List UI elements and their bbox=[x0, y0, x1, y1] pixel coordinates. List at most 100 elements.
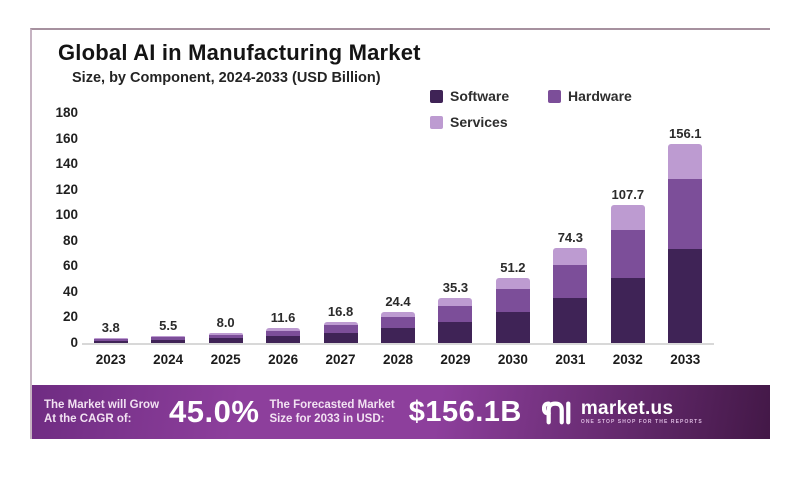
bar-segment-hardware bbox=[93, 339, 128, 341]
bar-group: 3.8 bbox=[82, 320, 139, 343]
bars: 3.8 5.5 8.0 11.6 16.8 24.4 35.3 51.2 74.3 107.7 15… bbox=[82, 113, 714, 343]
chart-card: Global AI in Manufacturing Market Size, … bbox=[30, 28, 770, 439]
bar-segment-software bbox=[438, 321, 473, 343]
bar-segment-software bbox=[151, 339, 186, 343]
brand-name: market.us bbox=[580, 398, 674, 419]
bar-group: 8.0 bbox=[197, 315, 254, 343]
bar-segment-services bbox=[438, 297, 473, 306]
bar-group: 156.1 bbox=[657, 126, 714, 343]
bar-segment-services bbox=[610, 205, 645, 230]
chart-subtitle: Size, by Component, 2024-2033 (USD Billi… bbox=[72, 70, 381, 86]
cagr-label-line2: At the CAGR of: bbox=[44, 413, 132, 425]
x-tick-label: 2031 bbox=[555, 352, 586, 367]
bar-group: 5.5 bbox=[139, 318, 196, 343]
y-tick-label: 120 bbox=[55, 181, 78, 197]
legend: Software Hardware Services bbox=[430, 88, 690, 130]
stacked-bar bbox=[668, 143, 703, 343]
software-swatch-icon bbox=[430, 89, 443, 103]
y-tick-label: 60 bbox=[62, 258, 78, 274]
hardware-swatch-icon bbox=[548, 89, 561, 103]
legend-item-software: Software bbox=[430, 88, 548, 104]
stacked-bar bbox=[495, 277, 530, 343]
bar-segment-software bbox=[208, 338, 243, 343]
y-tick-label: 80 bbox=[62, 232, 78, 248]
legend-item-services: Services bbox=[430, 114, 548, 130]
bar-value-label: 51.2 bbox=[500, 259, 526, 275]
bar-segment-hardware bbox=[438, 305, 473, 322]
cagr-label-line1: The Market will Grow bbox=[44, 398, 160, 411]
market-us-logo-icon bbox=[541, 401, 571, 425]
bar-segment-services bbox=[208, 332, 243, 335]
bar-segment-services bbox=[151, 336, 186, 338]
stacked-bar bbox=[553, 248, 588, 343]
y-tick-label: 140 bbox=[55, 156, 78, 172]
bar-group: 11.6 bbox=[254, 310, 311, 343]
services-swatch-icon bbox=[430, 115, 443, 129]
bar-segment-software bbox=[266, 335, 301, 343]
bar-value-label: 107.7 bbox=[611, 187, 645, 203]
legend-label: Services bbox=[450, 114, 508, 130]
bar-value-label: 16.8 bbox=[327, 303, 354, 319]
bar-group: 51.2 bbox=[484, 260, 541, 343]
stacked-bar bbox=[93, 338, 128, 343]
stacked-bar bbox=[208, 332, 243, 343]
x-tick-label: 2029 bbox=[440, 352, 471, 367]
legend-label: Hardware bbox=[568, 88, 632, 104]
cagr-value: 45.0% bbox=[169, 394, 260, 429]
bar-segment-services bbox=[668, 143, 703, 179]
bar-segment-software bbox=[93, 340, 128, 343]
x-tick-label: 2030 bbox=[497, 352, 528, 367]
bar-segment-services bbox=[266, 328, 301, 331]
bar-value-label: 5.5 bbox=[159, 318, 178, 333]
x-tick-label: 2024 bbox=[153, 352, 184, 367]
x-axis: 2023 2024 2025 2026 2027 2028 2029 2030 2031 2032… bbox=[82, 352, 714, 367]
bar-segment-software bbox=[380, 328, 415, 343]
legend-item-hardware: Hardware bbox=[548, 88, 690, 104]
x-tick-label: 2032 bbox=[612, 352, 643, 367]
x-tick-label: 2028 bbox=[382, 352, 414, 367]
stacked-bar bbox=[323, 321, 358, 343]
bar-segment-software bbox=[610, 278, 645, 343]
bar-segment-software bbox=[323, 332, 358, 343]
bar-segment-services bbox=[323, 321, 358, 326]
stacked-bar bbox=[610, 205, 645, 343]
bar-value-label: 156.1 bbox=[668, 125, 702, 141]
bar-value-label: 8.0 bbox=[216, 314, 235, 330]
y-tick-label: 0 bbox=[70, 335, 78, 350]
y-axis: 0 20 40 60 80 100 120 140 160 180 bbox=[38, 105, 78, 350]
bar-segment-software bbox=[553, 298, 588, 343]
bar-segment-services bbox=[380, 311, 415, 318]
bar-segment-software bbox=[495, 312, 530, 343]
x-tick-label: 2025 bbox=[210, 352, 241, 367]
y-tick-label: 40 bbox=[62, 283, 78, 299]
legend-label: Software bbox=[450, 88, 510, 104]
chart-title: Global AI in Manufacturing Market bbox=[58, 40, 421, 65]
forecast-label-line1: The Forecasted Market bbox=[269, 398, 395, 411]
forecast-value: $156.1B bbox=[408, 395, 522, 428]
bar-segment-hardware bbox=[610, 229, 645, 279]
bar-segment-hardware bbox=[151, 337, 186, 340]
bar-group: 24.4 bbox=[369, 294, 426, 343]
bar-segment-hardware bbox=[553, 264, 588, 299]
bar-segment-services bbox=[93, 338, 128, 340]
bar-value-label: 11.6 bbox=[270, 310, 296, 326]
bar-value-label: 74.3 bbox=[557, 230, 583, 246]
brand-tagline: ONE STOP SHOP FOR THE REPORTS bbox=[580, 419, 703, 425]
brand-logo: market.us ONE STOP SHOP FOR THE REPORTS bbox=[541, 398, 703, 426]
x-tick-label: 2027 bbox=[325, 352, 356, 367]
bar-segment-hardware bbox=[495, 289, 530, 313]
y-tick-label: 100 bbox=[55, 207, 78, 223]
x-tick-label: 2033 bbox=[670, 352, 701, 367]
x-tick-label: 2026 bbox=[268, 352, 299, 367]
y-tick-label: 180 bbox=[55, 105, 78, 120]
forecast-label: The Forecasted Market Size for 2033 in U… bbox=[269, 398, 394, 427]
stacked-bar bbox=[266, 328, 301, 343]
bar-value-label: 24.4 bbox=[385, 293, 411, 309]
bar-group: 74.3 bbox=[542, 230, 599, 343]
cagr-label: The Market will Grow At the CAGR of: bbox=[44, 398, 159, 427]
y-tick-label: 160 bbox=[55, 130, 78, 146]
bar-segment-hardware bbox=[323, 325, 358, 333]
bar-segment-hardware bbox=[668, 178, 703, 250]
bar-group: 16.8 bbox=[312, 304, 369, 343]
